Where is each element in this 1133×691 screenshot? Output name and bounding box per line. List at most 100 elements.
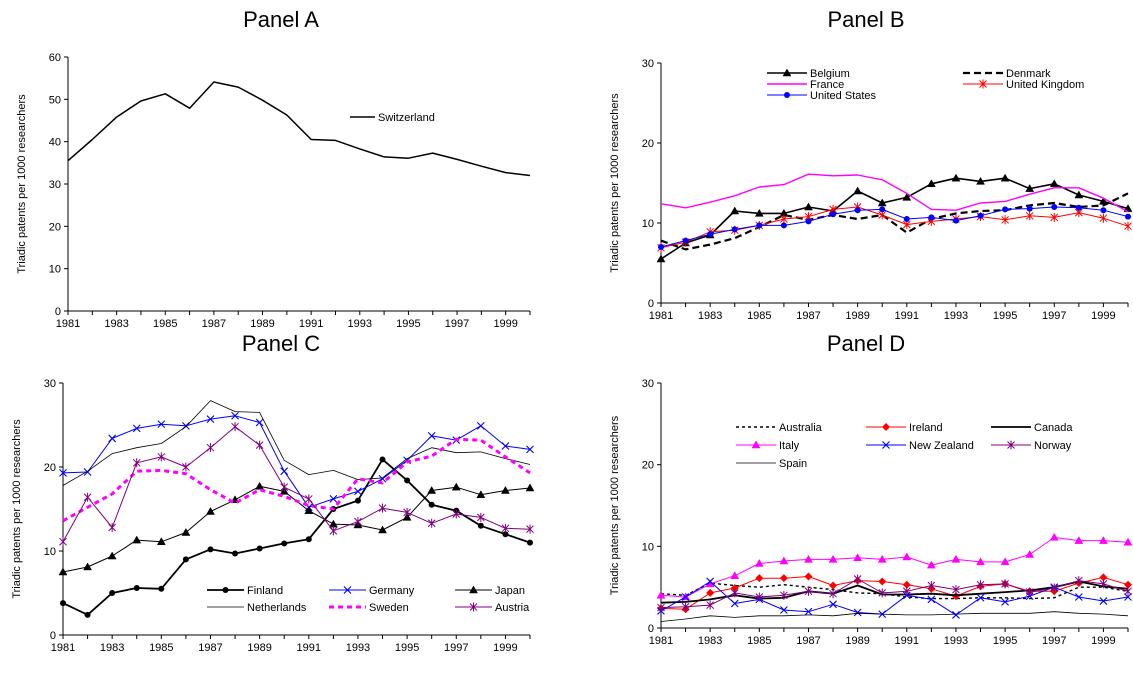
data-point-marker xyxy=(402,512,412,521)
data-point-marker xyxy=(976,176,985,185)
data-point-marker xyxy=(706,600,715,610)
data-point-marker xyxy=(754,558,764,567)
series-line xyxy=(660,192,1129,251)
data-point-marker xyxy=(132,535,142,544)
data-point-marker xyxy=(378,503,387,513)
panel-a: Panel A 0 10 20 30 40 50 60 1981 1983 1985 1987 1989… xyxy=(16,7,531,330)
data-point-marker xyxy=(501,523,510,533)
series-spain xyxy=(660,611,1129,622)
x-tick-label: 1981 xyxy=(649,635,673,647)
legend-label: Japan xyxy=(495,585,525,597)
legend-item: United States xyxy=(767,90,877,102)
data-point-marker xyxy=(903,216,910,222)
data-point-marker xyxy=(902,586,911,596)
data-point-marker xyxy=(902,552,912,561)
legend-item: Ireland xyxy=(866,422,943,434)
x-tick-label: 1995 xyxy=(993,635,1017,647)
data-point-marker xyxy=(952,611,960,619)
data-point-marker xyxy=(1025,211,1034,221)
data-point-marker xyxy=(681,593,690,601)
legend-item: Spain xyxy=(736,458,807,470)
data-point-marker xyxy=(926,179,936,188)
data-point-marker xyxy=(280,482,289,492)
data-point-marker xyxy=(681,602,690,612)
data-point-marker xyxy=(976,580,985,590)
x-tick-label: 1985 xyxy=(747,635,771,647)
legend-marker xyxy=(882,441,890,449)
data-point-marker xyxy=(656,254,666,263)
y-tick-label: 30 xyxy=(642,378,654,390)
legend-marker xyxy=(751,440,761,449)
data-point-marker xyxy=(829,589,837,599)
legend-label: Australia xyxy=(779,422,823,434)
x-tick-label: 1989 xyxy=(250,318,274,330)
x-tick-label: 1981 xyxy=(56,318,80,330)
data-point-marker xyxy=(231,411,239,420)
legend-item: Italy xyxy=(736,440,800,452)
data-point-marker xyxy=(280,467,289,476)
legend-item: United Kingdom xyxy=(963,79,1084,91)
data-point-marker xyxy=(730,599,739,608)
legend-item: Netherlands xyxy=(207,602,307,614)
data-point-marker xyxy=(928,214,935,221)
data-point-marker xyxy=(707,231,714,238)
series-norway xyxy=(657,574,1132,613)
data-point-marker xyxy=(1099,579,1108,589)
data-point-marker xyxy=(109,590,116,596)
legend-item: Sweden xyxy=(329,602,409,614)
x-tick-label: 1995 xyxy=(993,310,1017,322)
data-point-marker xyxy=(58,567,68,576)
y-tick-label: 20 xyxy=(642,460,654,472)
y-tick-label: 20 xyxy=(642,138,654,150)
legend-item: Switzerland xyxy=(350,112,435,124)
data-point-marker xyxy=(427,486,437,494)
x-tick-label: 1987 xyxy=(202,318,226,330)
data-point-marker xyxy=(1074,190,1084,199)
data-point-marker xyxy=(206,415,215,424)
data-point-marker xyxy=(207,546,214,553)
x-tick-label: 1997 xyxy=(444,642,468,654)
data-point-marker xyxy=(658,244,664,250)
data-point-marker xyxy=(1123,537,1133,546)
data-point-marker xyxy=(730,588,739,598)
data-point-marker xyxy=(804,607,813,616)
data-point-marker xyxy=(756,222,763,229)
data-point-marker xyxy=(133,584,140,591)
x-tick-label: 1999 xyxy=(493,642,517,654)
data-point-marker xyxy=(1026,205,1033,212)
data-point-marker xyxy=(780,590,788,600)
data-point-marker xyxy=(805,218,812,225)
data-point-marker xyxy=(1025,184,1035,192)
legend-label: Ireland xyxy=(909,422,943,434)
data-point-marker xyxy=(754,208,764,217)
y-axis-label: Triadic patents per 1000 researchers xyxy=(609,93,621,273)
legend-item: Denmark xyxy=(963,68,1051,80)
series-germany xyxy=(59,411,534,512)
legend-label: Finland xyxy=(247,585,283,597)
data-point-marker xyxy=(108,522,117,532)
data-point-marker xyxy=(1124,586,1132,596)
data-point-marker xyxy=(828,554,838,563)
legend-label: New Zealand xyxy=(909,440,974,452)
legend-item: Japan xyxy=(455,585,525,597)
data-point-marker xyxy=(157,420,166,429)
data-point-marker xyxy=(853,608,862,617)
x-tick-label: 1985 xyxy=(153,318,177,330)
legend-label: Switzerland xyxy=(378,112,435,124)
panel-b: Panel B 0 10 20 30 1981 1983 1985 1987 1989 1991 19… xyxy=(609,7,1133,322)
data-point-marker xyxy=(853,574,862,584)
data-point-marker xyxy=(157,452,166,462)
data-point-marker xyxy=(879,206,886,213)
data-point-marker xyxy=(656,590,666,599)
data-point-marker xyxy=(804,554,813,563)
legend-label: Spain xyxy=(779,458,807,470)
x-tick-label: 1983 xyxy=(104,318,128,330)
data-point-marker xyxy=(951,554,961,563)
data-point-marker xyxy=(952,217,959,224)
panel-title: Panel C xyxy=(242,331,320,356)
data-point-marker xyxy=(877,554,887,563)
data-point-marker xyxy=(527,539,533,546)
data-point-marker xyxy=(706,577,715,586)
data-point-marker xyxy=(731,226,738,233)
data-point-marker xyxy=(182,462,190,472)
